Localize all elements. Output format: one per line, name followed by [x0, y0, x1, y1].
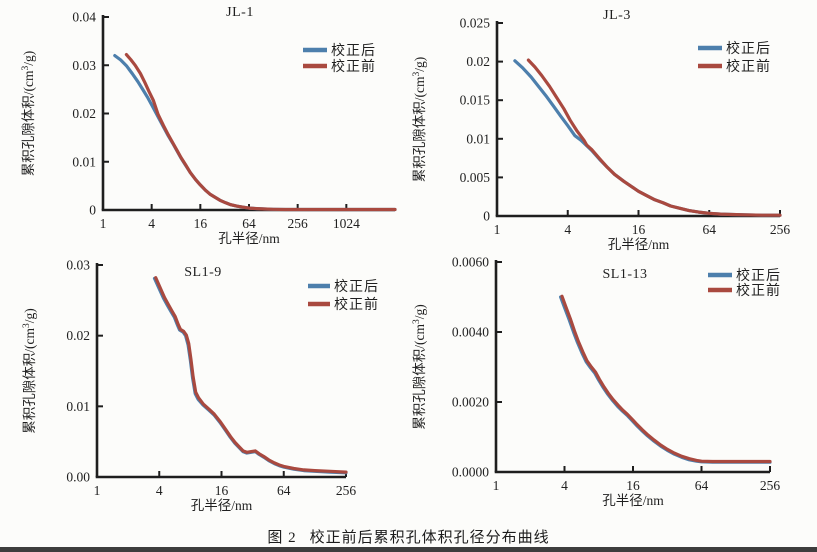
y-tick-label: 0.02 — [72, 106, 96, 121]
x-tick-label: 1024 — [333, 216, 360, 231]
legend-label-before: 校正前 — [331, 58, 376, 75]
y-tick-label: 0.005 — [460, 170, 491, 185]
page-bottom-rule — [0, 547, 817, 552]
y-tick-label: 0.015 — [460, 93, 491, 108]
curve-after — [152, 276, 348, 475]
x-tick-label: 1 — [94, 483, 101, 498]
curve-after — [513, 59, 782, 217]
chart-title: JL-3 — [603, 8, 631, 23]
curve-before — [154, 276, 348, 474]
y-tick-label: 0.01 — [466, 131, 490, 146]
x-tick-label: 16 — [194, 216, 208, 231]
x-axis-label: 孔半径/nm — [218, 231, 280, 246]
y-tick-label: 0.0020 — [452, 395, 489, 410]
curve-before — [560, 294, 772, 464]
y-axis-label: 累积孔隙体积/(cm3/g) — [412, 57, 427, 183]
y-axis-label: 累积孔隙体积/(cm3/g) — [22, 308, 37, 434]
y-tick-label: 0.01 — [66, 399, 90, 414]
x-tick-label: 1 — [493, 478, 500, 493]
x-tick-label: 16 — [626, 478, 640, 493]
y-tick-label: 0.0000 — [452, 465, 489, 480]
x-tick-label: 4 — [156, 483, 163, 498]
chart-title: JL-1 — [226, 5, 254, 20]
y-tick-label: 0 — [483, 209, 490, 224]
x-axis-label: 孔半径/nm — [608, 237, 670, 252]
x-tick-label: 64 — [242, 216, 256, 231]
y-tick-label: 0.03 — [72, 58, 96, 73]
y-tick-label: 0.0060 — [452, 255, 489, 270]
x-tick-label: 4 — [564, 222, 571, 237]
x-tick-label: 256 — [336, 483, 357, 498]
x-tick-label: 4 — [561, 478, 568, 493]
y-axis-label: 累积孔隙体积/(cm3/g) — [21, 51, 36, 177]
curve-before — [526, 58, 782, 217]
legend-label-after: 校正后 — [736, 267, 781, 284]
y-tick-label: 0.00 — [66, 470, 90, 485]
x-axis-label: 孔半径/nm — [602, 493, 664, 508]
y-tick-label: 0.025 — [460, 16, 491, 31]
legend-label-before: 校正前 — [334, 296, 379, 313]
chart-jl-1: 0 0.01 0.02 0.03 0.04 1 4 16 64 256 1024 JL-1 孔半径/nm… — [21, 5, 397, 246]
x-axis-label: 孔半径/nm — [191, 498, 253, 513]
x-tick-label: 256 — [770, 222, 791, 237]
figure-number: 图 2 — [267, 530, 297, 546]
legend-label-before: 校正前 — [736, 282, 781, 299]
figure-caption: 图 2 校正前后累积孔体积孔径分布曲线 — [0, 526, 817, 547]
y-tick-label: 0.0040 — [452, 325, 489, 340]
y-tick-label: 0 — [89, 203, 96, 218]
chart-title: SL1-13 — [603, 267, 648, 282]
x-tick-label: 64 — [277, 483, 291, 498]
y-tick-label: 0.02 — [66, 328, 90, 343]
y-tick-label: 0.04 — [72, 10, 96, 25]
y-tick-label: 0.01 — [72, 154, 96, 169]
y-axis-label: 累积孔隙体积/(cm3/g) — [412, 304, 427, 430]
legend-label-before: 校正前 — [726, 58, 771, 75]
curve-after — [113, 53, 397, 212]
y-tick-label: 0.02 — [466, 54, 490, 69]
x-tick-label: 1 — [494, 222, 501, 237]
caption-text: 校正前后累积孔体积孔径分布曲线 — [309, 530, 550, 546]
y-tick-label: 0.03 — [66, 258, 90, 273]
curve-before — [124, 52, 397, 212]
legend-label-after: 校正后 — [726, 40, 771, 57]
chart-title: SL1-9 — [184, 265, 222, 280]
chart-sl1-13: 0.0000 0.0020 0.0040 0.0060 1 4 16 64 256 SL1-13 孔… — [412, 255, 781, 509]
legend-label-after: 校正后 — [331, 42, 376, 59]
x-tick-label: 64 — [695, 478, 709, 493]
x-tick-label: 256 — [288, 216, 309, 231]
curve-after — [559, 295, 772, 464]
x-tick-label: 16 — [632, 222, 646, 237]
x-tick-label: 4 — [148, 216, 155, 231]
chart-sl1-9: 0.00 0.01 0.02 0.03 1 4 16 64 256 SL1-9 孔半径/nm 累积孔隙… — [22, 258, 379, 514]
x-tick-label: 64 — [703, 222, 717, 237]
chart-jl-3: 0 0.005 0.01 0.015 0.02 0.025 1 4 16 64 256 JL-3 孔半径… — [412, 8, 791, 252]
x-tick-label: 16 — [215, 483, 229, 498]
legend-label-after: 校正后 — [334, 278, 379, 295]
x-tick-label: 1 — [100, 216, 107, 231]
x-tick-label: 256 — [760, 478, 781, 493]
